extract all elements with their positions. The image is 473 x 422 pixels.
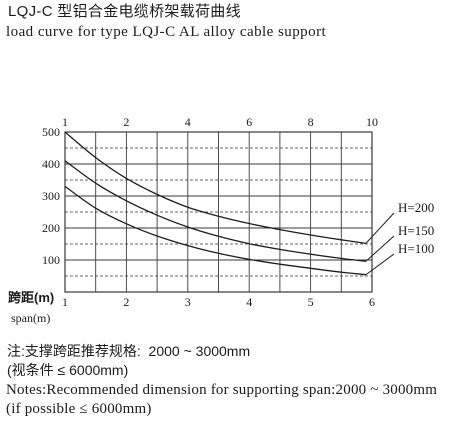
series-line-h200: [64, 131, 366, 245]
tick-labels: 1 2 3 4 5 6 1 2 4 6 8 10 100 200 300 400 500: [42, 115, 378, 309]
note-en-line-2: (if possible ≤ 6000mm): [6, 401, 152, 417]
series-label-h200: H=200: [398, 200, 434, 215]
x-tick-label: 6: [369, 295, 375, 309]
x-tick-label: 5: [308, 295, 314, 309]
top-axis-tick-label: 8: [308, 115, 314, 129]
y-tick-label: 100: [42, 253, 60, 267]
y-tick-label: 500: [42, 125, 60, 139]
series-line-h100: [64, 185, 366, 276]
series-line-h150: [64, 160, 366, 262]
note-en-line-1: Notes:Recommended dimension for supporti…: [6, 382, 438, 398]
x-axis-label: 跨距(m): [8, 290, 55, 305]
series: H=200 H=150 H=100: [64, 131, 434, 276]
x-tick-label: 1: [62, 295, 68, 309]
x-tick-label: 4: [246, 295, 252, 309]
plot-frame: [64, 131, 373, 293]
series-label-h150: H=150: [398, 223, 434, 238]
top-axis-tick-label: 4: [185, 115, 191, 129]
series-leader-line-h200: [365, 212, 395, 244]
series-label-h100: H=100: [398, 241, 434, 256]
load-curve-chart: 1 2 3 4 5 61 2 4 6 8 10100200300400500H=200H=150H=…: [42, 115, 434, 309]
y-tick-label: 200: [42, 221, 60, 235]
top-axis-tick-label: 10: [366, 115, 378, 129]
chart-subtitle: load curve for type LQJ-C AL alloy cable…: [6, 24, 327, 40]
top-axis-tick-label: 6: [246, 115, 252, 129]
chart-title: LQJ-C 型铝合金电缆桥架载荷曲线: [8, 3, 241, 20]
x-tick-label: 3: [185, 295, 191, 309]
note-zh-line-1: 注:支撑跨距推荐规格: 2000 ~ 3000mm: [7, 343, 251, 359]
grid: [64, 131, 373, 293]
top-axis-tick-label: 2: [123, 115, 129, 129]
y-tick-label: 300: [42, 189, 60, 203]
x-tick-label: 2: [123, 295, 129, 309]
top-axis-tick-label: 1: [62, 115, 68, 129]
series-leader-line-h100: [365, 253, 395, 276]
note-zh-line-2: (视条件 ≤ 6000mm): [7, 362, 129, 378]
series-leader-line-h150: [365, 235, 395, 262]
x-axis-label-en: span(m): [11, 311, 51, 325]
y-tick-label: 400: [42, 157, 60, 171]
